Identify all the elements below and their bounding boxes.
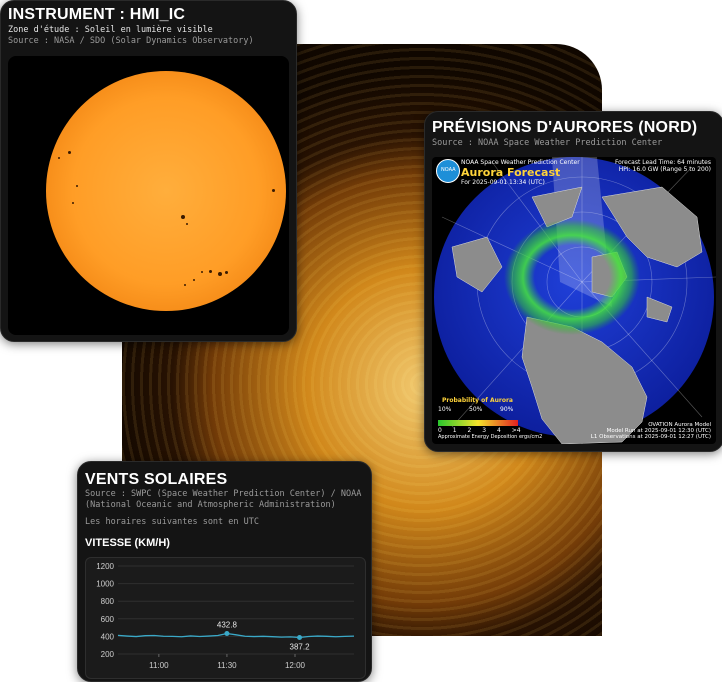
y-tick-label: 1200: [96, 562, 114, 571]
hmi-card: INSTRUMENT : HMI_IC Zone d'étude : Solei…: [0, 0, 297, 342]
x-tick-label: 11:30: [217, 661, 237, 670]
y-tick-label: 400: [101, 632, 115, 641]
sunspot: [58, 157, 60, 159]
annotation-label: 387.2: [290, 643, 311, 652]
sun-disc: [46, 71, 286, 311]
aurora-forecast-map[interactable]: NOAA NOAA Space Weather Prediction Cente…: [432, 157, 716, 444]
x-tick-label: 12:00: [285, 661, 306, 670]
model-info: OVATION Aurora Model Model Run at 2025-0…: [590, 422, 711, 440]
wind-source: Source : SWPC (Space Weather Prediction …: [85, 489, 362, 510]
y-tick-label: 200: [101, 650, 115, 659]
legend-tick-50: 50%: [469, 406, 483, 413]
sunspot: [68, 151, 71, 154]
annotation-point: [297, 635, 303, 641]
annotation-label: 432.8: [217, 621, 238, 630]
map-for-date: For 2025-09-01 13:34 (UTC): [461, 179, 545, 186]
sunspot: [201, 271, 203, 273]
legend-tick-90: 90%: [500, 406, 514, 413]
speed-section-title: VITESSE (KM/H): [85, 537, 170, 549]
aurora-title: PRÉVISIONS D'AURORES (NORD): [432, 119, 698, 136]
speed-series-line: [117, 632, 355, 639]
sunspot: [218, 272, 222, 276]
annotation-point: [224, 631, 230, 637]
map-heading: Aurora Forecast: [461, 166, 561, 179]
noaa-logo-text: NOAA: [441, 167, 456, 173]
sunspot: [181, 215, 185, 219]
speed-chart-svg: 200 400 600 800 1000 1200 11:00 11:30 12:00 432.8…: [96, 562, 355, 670]
map-lead-time: Forecast Lead Time: 64 minutes: [614, 159, 711, 166]
y-tick-label: 800: [101, 597, 115, 606]
hmi-source: Source : NASA / SDO (Solar Dynamics Obse…: [8, 36, 254, 46]
sunspot: [184, 284, 186, 286]
hmi-zone: Zone d'étude : Soleil en lumière visible: [8, 25, 213, 35]
wind-title: VENTS SOLAIRES: [85, 471, 228, 488]
legend-title: Probability of Aurora: [442, 397, 513, 404]
aurora-card: PRÉVISIONS D'AURORES (NORD) Source : NOA…: [424, 111, 722, 452]
noaa-logo: NOAA: [436, 159, 460, 183]
solar-wind-card: VENTS SOLAIRES Source : SWPC (Space Weat…: [77, 461, 372, 682]
legend-tick-10: 10%: [438, 406, 452, 413]
y-tick-label: 600: [101, 615, 115, 624]
sunspot: [225, 271, 228, 274]
sunspot: [72, 202, 74, 204]
speed-chart[interactable]: 200 400 600 800 1000 1200 11:00 11:30 12:00 432.8…: [85, 557, 366, 679]
aurora-globe: [434, 157, 716, 444]
sunspot: [272, 189, 275, 192]
map-hp: HPI: 16.0 GW (Range 5 to 200): [618, 166, 711, 173]
legend-energy: Approximate Energy Deposition ergs/cm2: [438, 434, 543, 440]
aurora-source: Source : NOAA Space Weather Prediction C…: [432, 138, 663, 148]
sun-visible-light-image[interactable]: [8, 56, 289, 335]
sunspot: [209, 270, 212, 273]
x-tick-label: 11:00: [149, 661, 169, 670]
sunspot: [193, 279, 195, 281]
sunspot: [186, 223, 188, 225]
sunspot: [76, 185, 78, 187]
y-tick-label: 1000: [96, 580, 114, 589]
legend-scale: 0 1 2 3 4 >4: [438, 427, 521, 434]
hmi-title: INSTRUMENT : HMI_IC: [8, 6, 186, 23]
wind-note: Les horaires suivantes sont en UTC: [85, 517, 259, 527]
map-org: NOAA Space Weather Prediction Center: [461, 159, 580, 166]
